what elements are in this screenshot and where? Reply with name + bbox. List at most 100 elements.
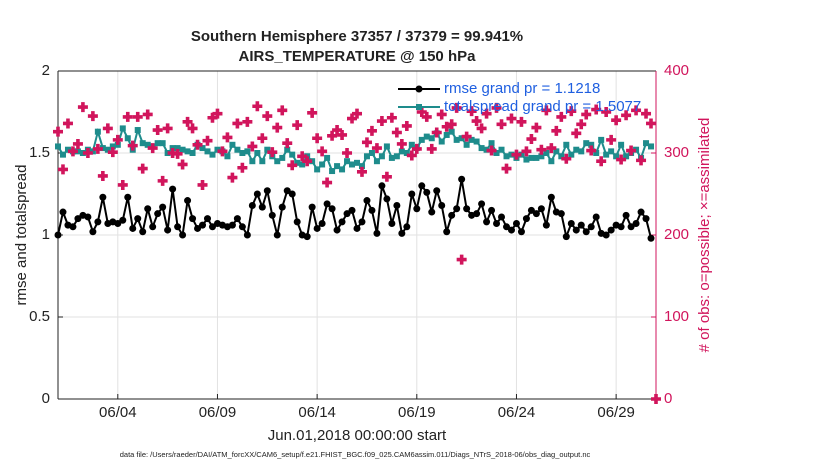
- y-tick-label: 1: [42, 226, 50, 243]
- point: [254, 150, 261, 156]
- point: [616, 154, 627, 165]
- point: [99, 193, 107, 201]
- point: [164, 226, 172, 234]
- point: [293, 218, 301, 226]
- point: [237, 162, 248, 173]
- point: [423, 133, 430, 140]
- point: [169, 185, 177, 193]
- point: [391, 127, 402, 138]
- point: [503, 153, 510, 160]
- point: [512, 220, 520, 228]
- point: [517, 228, 525, 236]
- point: [446, 119, 457, 130]
- point: [232, 118, 243, 129]
- point: [448, 128, 455, 135]
- point: [523, 156, 530, 163]
- point: [491, 102, 502, 113]
- point: [651, 394, 661, 405]
- point: [337, 129, 348, 140]
- x-tick-label: 06/29: [597, 404, 635, 421]
- point: [124, 135, 131, 142]
- point: [119, 216, 127, 224]
- point: [338, 218, 346, 226]
- point: [154, 140, 161, 147]
- point: [453, 205, 461, 213]
- point: [282, 138, 293, 149]
- point: [228, 221, 236, 229]
- point: [548, 158, 555, 165]
- point: [224, 153, 231, 160]
- point: [134, 127, 141, 134]
- point: [368, 150, 375, 156]
- point: [94, 128, 101, 135]
- point: [253, 190, 261, 198]
- point: [179, 231, 187, 239]
- point: [503, 223, 510, 231]
- point: [622, 211, 630, 219]
- legend-marker: [415, 85, 423, 93]
- point: [416, 107, 427, 117]
- point: [129, 224, 137, 232]
- point: [122, 111, 133, 122]
- point: [277, 105, 288, 116]
- point: [162, 123, 173, 134]
- point: [217, 146, 228, 157]
- point: [333, 226, 341, 234]
- point: [623, 153, 630, 160]
- chart-title: Southern Hemisphere 37357 / 37379 = 99.9…: [191, 28, 523, 45]
- point: [227, 172, 238, 183]
- point: [603, 151, 610, 158]
- point: [478, 200, 486, 208]
- point: [466, 106, 477, 117]
- point: [496, 119, 507, 130]
- point: [279, 154, 286, 161]
- point: [647, 234, 655, 242]
- point: [363, 153, 370, 160]
- point: [436, 109, 447, 120]
- point: [547, 193, 555, 201]
- point: [97, 170, 108, 181]
- point: [488, 140, 495, 147]
- point: [53, 126, 63, 137]
- point: [199, 221, 207, 229]
- point: [297, 151, 308, 162]
- point: [601, 107, 612, 117]
- point: [531, 122, 542, 133]
- point: [571, 128, 582, 139]
- point: [441, 121, 452, 132]
- point: [411, 143, 422, 154]
- y-tick-label: 0: [42, 390, 50, 407]
- point: [598, 136, 605, 143]
- point: [613, 153, 620, 160]
- point: [343, 210, 351, 218]
- x-tick-label: 06/09: [199, 404, 237, 421]
- point: [481, 108, 492, 119]
- point: [202, 135, 213, 146]
- point: [59, 151, 66, 158]
- point: [258, 203, 266, 211]
- y2-tick-label: 400: [664, 62, 689, 79]
- point: [159, 203, 167, 211]
- point: [322, 177, 333, 188]
- legend-marker: [416, 104, 422, 110]
- x-tick-label: 06/19: [398, 404, 436, 421]
- point: [428, 208, 436, 216]
- point: [302, 156, 313, 167]
- point: [486, 145, 497, 156]
- point: [154, 210, 162, 218]
- point: [159, 140, 166, 147]
- point: [323, 200, 331, 208]
- y2-tick-label: 100: [664, 308, 689, 325]
- point: [376, 116, 387, 127]
- point: [144, 205, 152, 213]
- point: [72, 138, 83, 149]
- point: [488, 206, 496, 214]
- point: [74, 215, 82, 223]
- point: [458, 175, 466, 183]
- point: [67, 146, 78, 157]
- point: [182, 116, 193, 127]
- point: [247, 141, 258, 152]
- point: [157, 175, 168, 186]
- point: [179, 146, 186, 153]
